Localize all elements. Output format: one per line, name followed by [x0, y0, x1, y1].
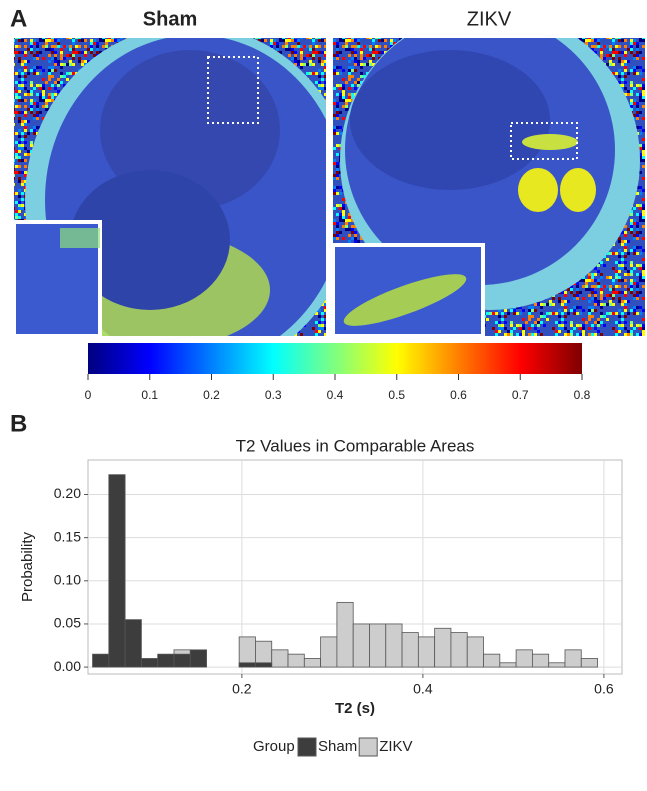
bar	[466, 636, 484, 668]
legend-swatch	[358, 737, 378, 757]
bar	[401, 632, 419, 668]
bar	[515, 649, 533, 668]
bar	[385, 623, 403, 668]
panel-label: B	[10, 410, 27, 437]
bar	[483, 653, 501, 668]
colorbar-tick-label: 0.4	[327, 388, 344, 402]
colorbar-tick-label: 0.1	[141, 388, 158, 402]
y-tick-label: 0.10	[54, 572, 81, 588]
x-tick-label: 0.6	[594, 681, 614, 697]
bar	[564, 649, 582, 668]
bar	[369, 623, 387, 668]
bar	[336, 601, 354, 668]
y-tick-label: 0.15	[54, 528, 81, 544]
bar	[92, 653, 110, 668]
bar	[255, 662, 273, 668]
bar	[450, 632, 468, 668]
bar	[124, 619, 142, 668]
legend-label: ZIKV	[379, 738, 412, 755]
colorbar-tick-label: 0.2	[203, 388, 220, 402]
bar	[303, 658, 322, 668]
bar	[434, 627, 452, 668]
bar	[352, 623, 370, 668]
bar	[157, 653, 175, 668]
colorbar-tick-label: 0.7	[512, 388, 529, 402]
bar	[173, 653, 191, 668]
y-tick-label: 0.05	[54, 615, 81, 631]
bar	[320, 636, 338, 668]
bar	[287, 653, 305, 668]
colorbar-tick-label: 0.6	[450, 388, 467, 402]
bar	[499, 662, 517, 668]
y-tick-label: 0.20	[54, 485, 81, 501]
bar	[548, 662, 566, 668]
colorbar-tick-label: 0.3	[265, 388, 282, 402]
image-title: ZIKV	[467, 8, 512, 30]
bar	[189, 649, 207, 668]
colorbar-tick-label: 0.8	[574, 388, 591, 402]
colorbar-tick-label: 0.5	[388, 388, 405, 402]
panel-label: A	[10, 5, 27, 32]
colorbar-tick-label: 0	[85, 388, 92, 402]
bar	[271, 649, 289, 668]
mri-zikv	[333, 38, 645, 336]
image-title: Sham	[143, 8, 197, 30]
bar	[140, 658, 159, 668]
bar	[238, 662, 256, 668]
bar	[580, 658, 598, 668]
colorbar	[88, 343, 582, 374]
x-tick-label: 0.2	[232, 681, 252, 697]
bar	[531, 653, 550, 668]
x-axis-label: T2 (s)	[335, 700, 375, 717]
legend-swatch	[297, 737, 317, 757]
y-axis-label: Probability	[19, 531, 36, 602]
x-tick-label: 0.4	[413, 681, 433, 697]
bar	[108, 474, 126, 668]
chart-title: T2 Values in Comparable Areas	[236, 436, 475, 455]
mri-sham	[14, 38, 326, 336]
bar	[417, 636, 436, 668]
legend-title: Group	[253, 738, 295, 755]
legend-label: Sham	[318, 738, 357, 755]
y-tick-label: 0.00	[54, 658, 81, 674]
